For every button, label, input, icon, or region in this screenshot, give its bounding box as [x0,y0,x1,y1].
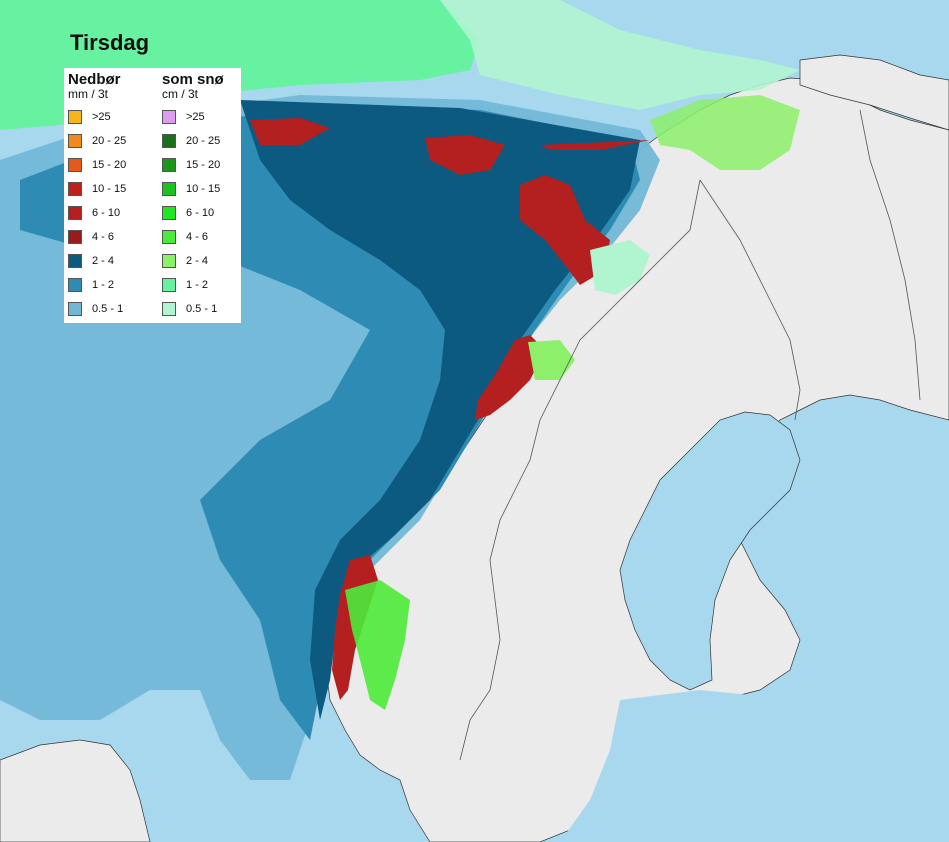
snow-swatch [162,110,176,124]
legend-precip-heading: Nedbør [68,71,121,88]
snow-swatch [162,134,176,148]
snow-label: >25 [186,111,205,123]
precip-legend-row: 0.5 - 1 [68,297,126,321]
snow-legend-row: 2 - 4 [162,249,224,273]
snow-swatch [162,302,176,316]
snow-label: 0.5 - 1 [186,303,218,315]
snow-legend-row: 15 - 20 [162,153,224,177]
precip-heavy-lofoten [520,175,610,285]
land-kola [799,54,949,131]
snow-label: 15 - 20 [186,159,221,171]
snow-nordland [528,340,575,380]
precip-swatch [68,110,82,124]
legend-snow-heading: som snø [162,71,224,88]
snow-arctic-light [440,0,800,110]
snow-swatch [162,182,176,196]
snow-westland [345,580,410,710]
snow-swatch [162,278,176,292]
precip-heavy-north-2 [425,135,505,175]
precip-label: 6 - 10 [92,207,121,219]
precip-label: 20 - 25 [92,135,127,147]
precip-legend-row: 6 - 10 [68,201,126,225]
precip-legend-row: 20 - 25 [68,129,126,153]
precip-legend-row: >25 [68,105,126,129]
baltic-sea [560,690,949,842]
snow-label: 20 - 25 [186,135,221,147]
border-finland-russia [859,109,921,401]
legend-precip-unit: mm / 3t [68,87,109,101]
precip-label: 2 - 4 [92,255,115,267]
precip-band-2-4 [240,100,640,720]
snow-label: 6 - 10 [186,207,215,219]
precip-swatch [68,134,82,148]
precip-label: 0.5 - 1 [92,303,124,315]
precip-swatch [68,158,82,172]
precip-swatch [68,254,82,268]
precip-swatch [68,182,82,196]
precip-swatch [68,230,82,244]
snow-label: 2 - 4 [186,255,209,267]
snow-swatch [162,230,176,244]
precip-legend-row: 15 - 20 [68,153,126,177]
snow-legend-row: 6 - 10 [162,201,224,225]
snow-legend-row: 4 - 6 [162,225,224,249]
snow-swatch [162,158,176,172]
snow-swatch [162,206,176,220]
precip-legend-row: 1 - 2 [68,273,126,297]
precip-heavy-north-1 [250,118,330,145]
snow-label: 4 - 6 [186,231,209,243]
snow-finnmark [650,95,800,170]
snow-label: 10 - 15 [186,183,221,195]
gulf-of-bothnia [619,411,801,691]
land-uk [0,739,151,842]
legend-snow-unit: cm / 3t [162,87,199,101]
precip-legend-row: 10 - 15 [68,177,126,201]
precip-label: 4 - 6 [92,231,115,243]
legend-snow-column: som snø cm / 3t >25 20 - 25 15 - 20 10 - 15… [162,72,224,321]
snow-swatch [162,254,176,268]
precip-swatch [68,278,82,292]
precip-heavy-helgeland [475,335,545,420]
snow-legend-row: 20 - 25 [162,129,224,153]
precip-legend-row: 4 - 6 [68,225,126,249]
border-norway-sweden [459,179,701,761]
precip-legend-row: 2 - 4 [68,249,126,273]
snow-legend-row: >25 [162,105,224,129]
legend: Nedbør mm / 3t >25 20 - 25 15 - 20 10 - 15 6… [64,68,241,323]
legend-precip-column: Nedbør mm / 3t >25 20 - 25 15 - 20 10 - 15 6… [68,72,126,321]
snow-legend-row: 10 - 15 [162,177,224,201]
border-sweden-finland [699,179,801,421]
precip-label: 15 - 20 [92,159,127,171]
precip-label: 10 - 15 [92,183,127,195]
map-title: Tirsdag [70,30,150,55]
precip-label: >25 [92,111,111,123]
precip-heavy-north-3 [540,140,650,150]
snow-legend-row: 0.5 - 1 [162,297,224,321]
snow-legend-row: 1 - 2 [162,273,224,297]
precip-swatch [68,302,82,316]
snow-label: 1 - 2 [186,279,209,291]
precip-label: 1 - 2 [92,279,115,291]
precip-swatch [68,206,82,220]
snow-troms [590,240,650,295]
